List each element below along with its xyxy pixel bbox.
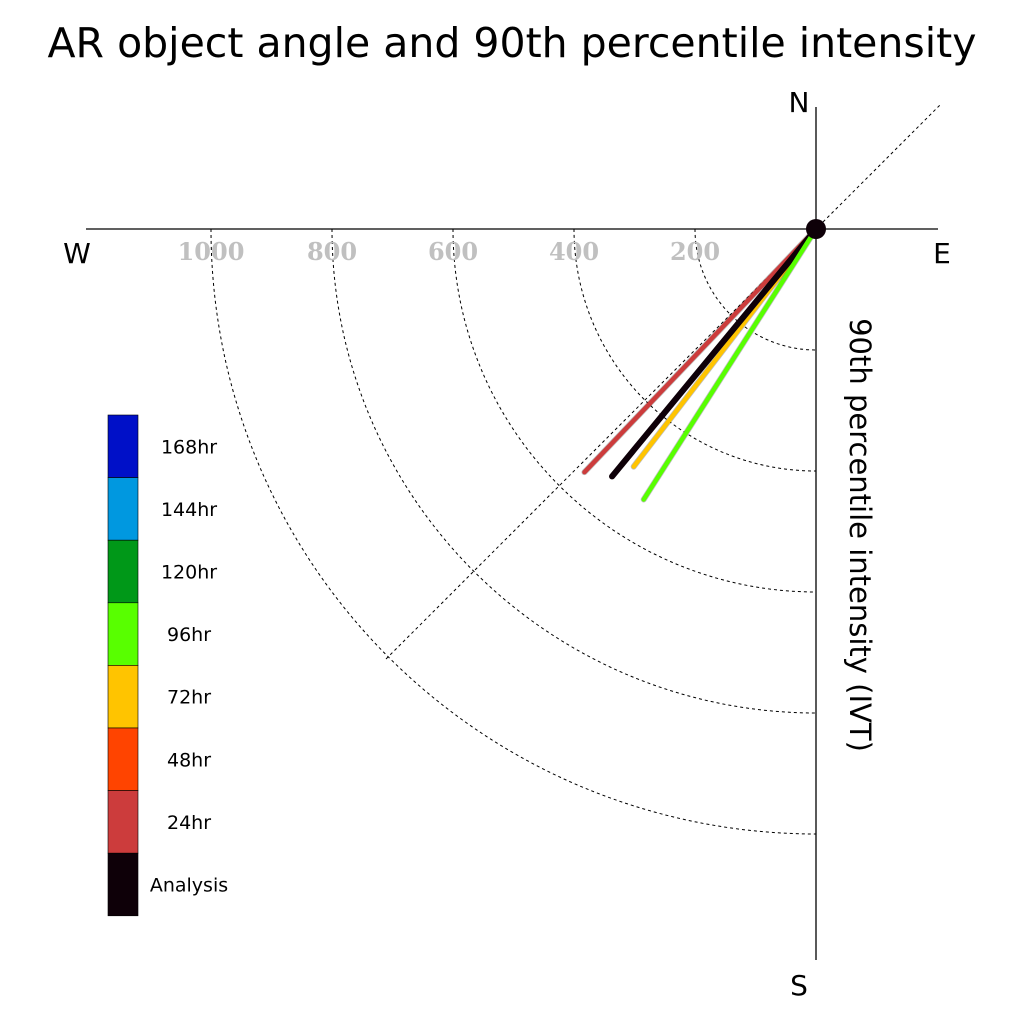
- grid-arc-1000: [210, 228, 817, 835]
- legend: 168hr 144hr 120hr 96hr 72hr 48hr 24hr Analysis: [107, 414, 228, 917]
- legend-label-72hr: 72hr: [167, 687, 211, 709]
- legend-swatch-120hr: [107, 539, 139, 604]
- tick-label-800: 800: [307, 237, 357, 266]
- legend-label-120hr: 120hr: [161, 562, 217, 584]
- intensity-vectors: [581, 226, 819, 503]
- legend-label-Analysis: Analysis: [150, 875, 228, 897]
- legend-label-24hr: 24hr: [167, 812, 211, 834]
- radial-grid: [210, 228, 817, 835]
- compass-south: S: [790, 969, 808, 1002]
- compass-west: W: [63, 237, 91, 270]
- origin-marker: [806, 219, 826, 239]
- legend-swatch-Analysis: [107, 852, 139, 917]
- legend-label-48hr: 48hr: [167, 749, 211, 771]
- tick-label-200: 200: [670, 237, 720, 266]
- grid-arc-600: [452, 228, 817, 593]
- vector-Analysis: [609, 226, 819, 480]
- vector-24hr: [582, 226, 819, 475]
- tick-label-1000: 1000: [178, 237, 245, 266]
- legend-swatch-48hr: [107, 727, 139, 791]
- y-axis-label: 90th percentile intensity (IVT): [843, 318, 877, 752]
- radial-tick-labels: 200 400 600 800 1000: [178, 237, 720, 266]
- legend-swatch-72hr: [107, 665, 139, 729]
- legend-swatch-24hr: [107, 790, 139, 854]
- grid-arc-200: [694, 228, 817, 351]
- legend-label-168hr: 168hr: [161, 436, 217, 458]
- grid-arc-400: [573, 228, 817, 472]
- tick-label-600: 600: [428, 237, 478, 266]
- legend-label-144hr: 144hr: [161, 499, 217, 521]
- compass-north: N: [789, 86, 810, 119]
- legend-swatch-144hr: [107, 477, 139, 541]
- diagonal-reference-line: [385, 104, 941, 660]
- vector-96hr: [641, 226, 819, 502]
- legend-swatch-168hr: [107, 414, 139, 478]
- compass-east: E: [933, 237, 951, 270]
- legend-label-96hr: 96hr: [167, 624, 211, 646]
- legend-swatch-96hr: [107, 602, 139, 666]
- tick-label-400: 400: [549, 237, 599, 266]
- chart-title: AR object angle and 90th percentile inte…: [48, 19, 977, 67]
- grid-arc-800: [331, 228, 817, 714]
